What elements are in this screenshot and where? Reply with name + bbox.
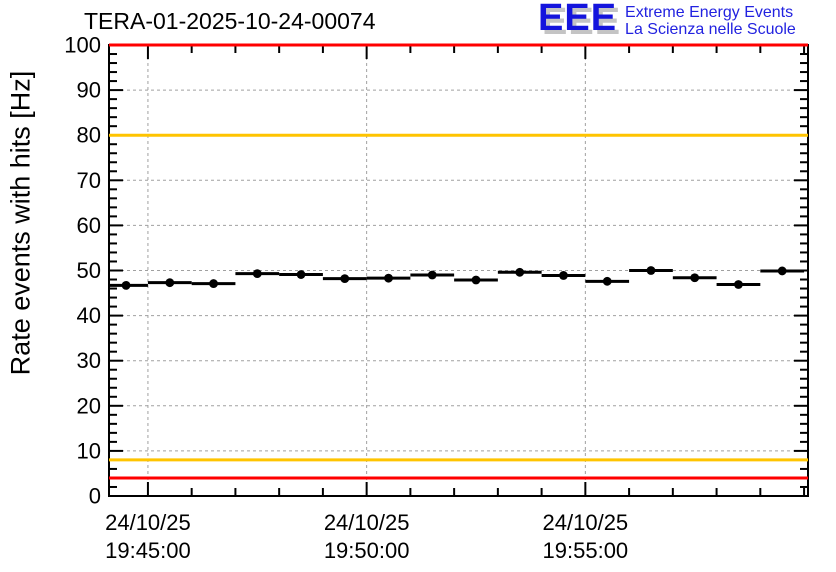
x-tick-label-date: 24/10/25 <box>324 510 410 535</box>
y-tick-label: 90 <box>77 78 101 103</box>
data-point <box>165 278 175 288</box>
y-tick-label: 40 <box>77 303 101 328</box>
y-tick-label: 100 <box>64 33 101 58</box>
data-point <box>384 273 393 283</box>
data-point <box>690 273 700 283</box>
x-tick-label-date: 24/10/25 <box>105 510 191 535</box>
y-tick-label: 30 <box>77 348 101 373</box>
eee-logo-text: Extreme Energy Events La Scienza nelle S… <box>625 3 796 38</box>
data-point <box>471 275 481 285</box>
page-title: TERA-01-2025-10-24-00074 <box>84 8 376 34</box>
x-tick-label-time: 19:45:00 <box>105 538 191 563</box>
data-point <box>777 266 787 276</box>
eee-logo-acronym: EEE <box>538 0 618 39</box>
y-tick-label: 60 <box>77 213 101 238</box>
y-tick-label: 20 <box>77 393 101 418</box>
data-point <box>427 270 437 280</box>
data-point <box>646 266 656 275</box>
y-tick-label: 10 <box>77 438 101 463</box>
data-point <box>340 274 350 284</box>
eee-logo-line2: La Scienza nelle Scuole <box>625 21 796 38</box>
data-point <box>121 280 131 290</box>
y-tick-label: 50 <box>77 258 101 283</box>
y-tick-label: 80 <box>77 123 101 148</box>
x-tick-label-time: 19:55:00 <box>543 538 629 563</box>
data-point <box>209 279 218 288</box>
eee-logo-line1: Extreme Energy Events <box>625 4 794 21</box>
data-point <box>734 280 743 289</box>
x-tick-label-time: 19:50:00 <box>324 538 410 563</box>
data-point <box>296 270 306 279</box>
data-point <box>252 269 262 279</box>
y-tick-label: 70 <box>77 168 101 193</box>
data-point <box>602 276 612 286</box>
data-point <box>559 271 568 280</box>
data-point <box>515 267 525 277</box>
y-axis-title: Rate events with hits [Hz] <box>5 70 36 376</box>
x-tick-label-date: 24/10/25 <box>543 510 629 535</box>
eee-logo: EEE Extreme Energy Events La Scienza nel… <box>538 0 796 39</box>
y-tick-label: 0 <box>89 484 101 509</box>
